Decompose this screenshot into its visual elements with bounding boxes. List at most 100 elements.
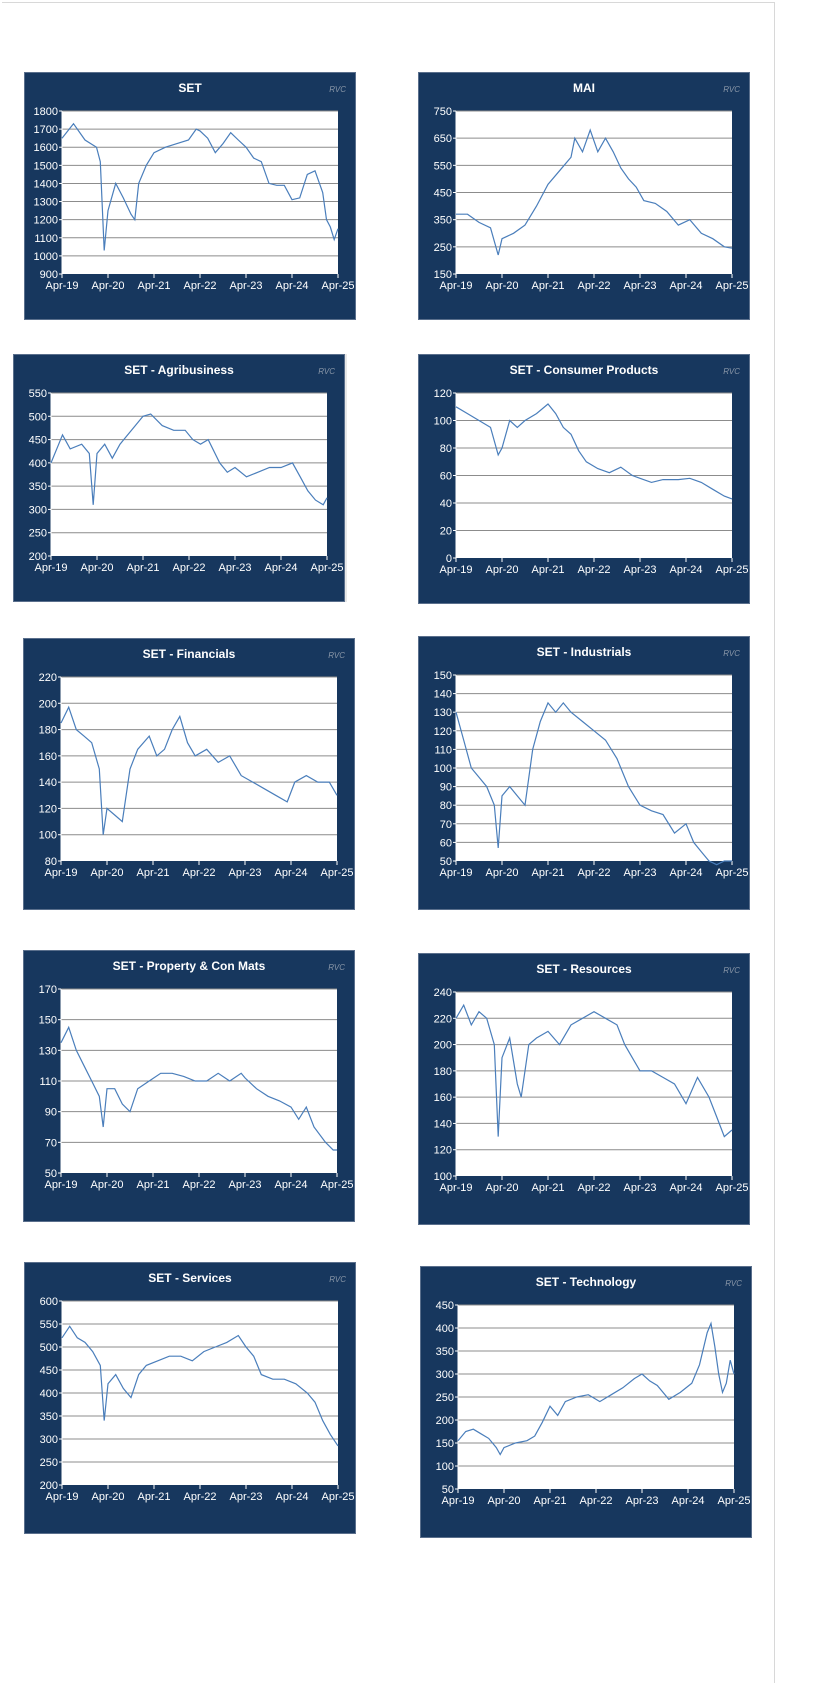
y-tick-label: 400	[29, 458, 47, 470]
y-tick-label: 0	[446, 553, 452, 565]
y-tick-label: 100	[434, 416, 452, 428]
x-tick-label: Apr-20	[487, 1495, 520, 1507]
chart-title: SET - Agribusiness	[124, 363, 234, 377]
chart-consumer-products: 0 20 40 60 80 100 120 Apr-19 Apr-20 Apr-21 Apr-22 A…	[418, 354, 750, 604]
chart-title: SET - Services	[148, 1271, 232, 1285]
x-tick-label: Apr-19	[439, 280, 472, 292]
y-tick-label: 50	[442, 1484, 454, 1496]
y-tick-label: 100	[434, 1171, 452, 1183]
y-tick-label: 150	[434, 670, 452, 682]
chart-property-con-mats: 50 70 90 110 130 150 170 Apr-19 Apr-20 Apr-21 Apr-…	[23, 950, 355, 1222]
x-tick-label: Apr-22	[577, 867, 610, 879]
x-tick-label: Apr-23	[623, 564, 656, 576]
y-tick-label: 400	[436, 1323, 454, 1335]
chart-set: 900 1000 1100 1200 1300 1400 1500 1600 1700 1800 A…	[24, 72, 356, 320]
y-tick-label: 180	[39, 725, 57, 737]
series-line	[60, 1025, 337, 1151]
x-tick-label: Apr-24	[274, 1179, 307, 1191]
y-tick-label: 80	[440, 800, 452, 812]
y-tick-label: 1800	[34, 106, 58, 118]
chart-svg: 50 60 70 80 90 100 110 120 130 140 150 Apr-19 Apr-20…	[434, 670, 749, 879]
watermark: RVC	[318, 367, 335, 376]
x-tick-label: Apr-21	[136, 1179, 169, 1191]
y-tick-label: 350	[40, 1411, 58, 1423]
chart-title: SET - Property & Con Mats	[112, 959, 266, 973]
y-tick-label: 100	[436, 1461, 454, 1473]
chart-title: SET	[178, 81, 202, 95]
chart-svg: 100 120 140 160 180 200 220 240 Apr-19 Apr-20 Apr-…	[434, 987, 749, 1194]
chart-resources: 100 120 140 160 180 200 220 240 Apr-19 Apr-20 Apr-…	[418, 953, 750, 1225]
x-tick-label: Apr-22	[577, 564, 610, 576]
y-tick-label: 200	[434, 1040, 452, 1052]
y-tick-label: 550	[434, 160, 452, 172]
y-tick-label: 80	[45, 856, 57, 868]
x-tick-label: Apr-19	[45, 280, 78, 292]
x-tick-label: Apr-22	[182, 867, 215, 879]
watermark: RVC	[329, 85, 346, 94]
y-tick-label: 240	[434, 987, 452, 999]
chart-svg: 50 100 150 200 250 300 350 400 450 Apr-19 Apr-20 Ap…	[436, 1300, 751, 1507]
x-tick-label: Apr-24	[671, 1495, 704, 1507]
x-tick-label: Apr-22	[579, 1495, 612, 1507]
watermark: RVC	[723, 85, 740, 94]
series-line	[456, 128, 733, 256]
y-tick-label: 400	[40, 1388, 58, 1400]
y-tick-label: 1100	[34, 233, 58, 245]
x-tick-label: Apr-20	[485, 280, 518, 292]
y-tick-label: 20	[440, 526, 452, 538]
chart-svg: 200 250 300 350 400 450 500 550 600 Apr-19 Apr-20 A…	[40, 1296, 355, 1503]
y-tick-label: 450	[434, 188, 452, 200]
y-tick-label: 300	[436, 1369, 454, 1381]
x-tick-label: Apr-22	[172, 562, 205, 574]
chart-title: SET - Consumer Products	[509, 363, 659, 377]
x-tick-label: Apr-22	[577, 280, 610, 292]
y-tick-label: 200	[39, 698, 57, 710]
x-tick-label: Apr-25	[715, 1182, 748, 1194]
x-tick-label: Apr-25	[717, 1495, 750, 1507]
y-tick-label: 220	[39, 672, 57, 684]
series-line	[455, 403, 733, 500]
x-tick-label: Apr-20	[90, 1179, 123, 1191]
y-tick-label: 80	[440, 443, 452, 455]
x-tick-label: Apr-21	[531, 1182, 564, 1194]
x-tick-label: Apr-24	[669, 1182, 702, 1194]
y-tick-label: 250	[436, 1392, 454, 1404]
y-tick-label: 250	[434, 242, 452, 254]
y-tick-label: 70	[45, 1137, 57, 1149]
x-tick-label: Apr-23	[623, 280, 656, 292]
y-tick-label: 120	[434, 726, 452, 738]
y-tick-label: 1300	[34, 197, 58, 209]
x-tick-label: Apr-24	[669, 280, 702, 292]
x-tick-label: Apr-25	[715, 280, 748, 292]
y-tick-label: 200	[29, 551, 47, 563]
y-tick-label: 140	[434, 1118, 452, 1130]
y-tick-label: 300	[29, 504, 47, 516]
x-tick-label: Apr-25	[310, 562, 343, 574]
chart-svg: 0 20 40 60 80 100 120 Apr-19 Apr-20 Apr-21 Apr-22 A…	[434, 388, 749, 576]
y-tick-label: 130	[39, 1045, 57, 1057]
x-tick-label: Apr-21	[137, 280, 170, 292]
x-tick-label: Apr-24	[669, 564, 702, 576]
y-tick-label: 200	[436, 1415, 454, 1427]
y-tick-label: 40	[440, 498, 452, 510]
watermark: RVC	[723, 966, 740, 975]
y-tick-label: 1700	[34, 124, 58, 136]
series-line	[60, 705, 338, 835]
chart-services: 200 250 300 350 400 450 500 550 600 Apr-19 Apr-20 A…	[24, 1262, 356, 1534]
y-tick-label: 150	[434, 269, 452, 281]
y-tick-label: 550	[40, 1319, 58, 1331]
y-tick-label: 250	[40, 1457, 58, 1469]
x-tick-label: Apr-20	[90, 867, 123, 879]
y-tick-label: 1000	[34, 251, 58, 263]
chart-svg: 50 70 90 110 130 150 170 Apr-19 Apr-20 Apr-21 Apr-…	[39, 984, 354, 1191]
x-tick-label: Apr-22	[183, 280, 216, 292]
series-line	[455, 1003, 733, 1138]
x-tick-label: Apr-25	[321, 1491, 354, 1503]
y-tick-label: 450	[29, 435, 47, 447]
x-tick-label: Apr-20	[485, 564, 518, 576]
y-tick-label: 180	[434, 1066, 452, 1078]
divider	[345, 354, 347, 602]
y-tick-label: 450	[436, 1300, 454, 1312]
y-tick-label: 60	[440, 471, 452, 483]
chart-mai: 150 250 350 450 550 650 750 Apr-19 Apr-20 Apr-21 A…	[418, 72, 750, 320]
